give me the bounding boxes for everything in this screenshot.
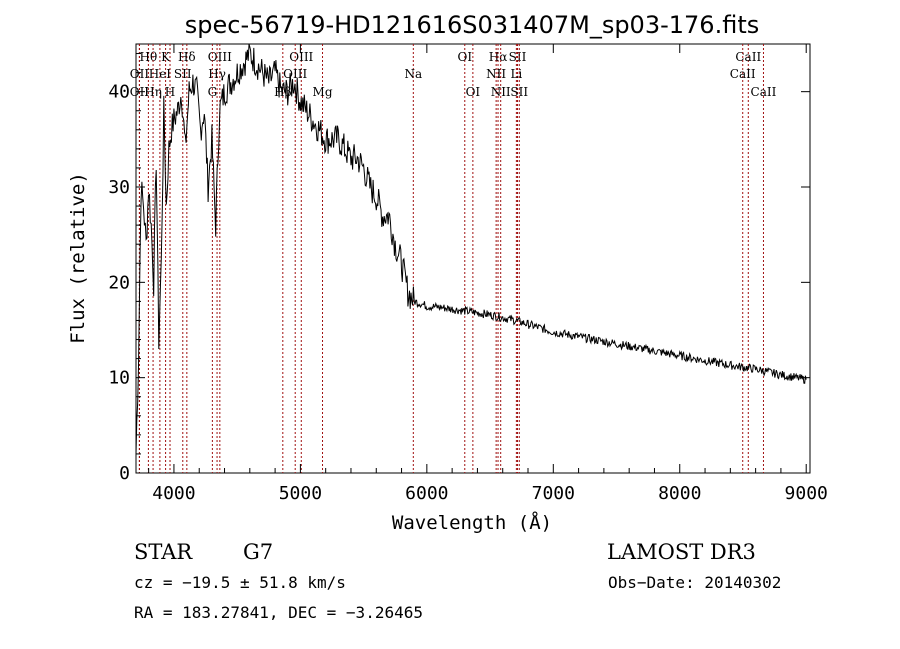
y-axis-label: Flux (relative) [67, 172, 89, 344]
line-marker-label: Hγ [208, 67, 226, 81]
line-marker-label: Hθ [140, 50, 158, 64]
redshift-cz: cz = −19.5 ± 51.8 km/s [134, 573, 346, 592]
line-marker-label: NII [486, 67, 506, 81]
x-tick-label: 9000 [785, 483, 828, 504]
line-marker-label: Na [404, 67, 422, 81]
line-marker-label: H [165, 85, 175, 99]
line-marker-label: CaII [730, 67, 756, 81]
y-tick-label: 40 [108, 82, 130, 103]
line-marker-label: SII [510, 85, 528, 99]
spectrum-line [135, 43, 807, 455]
x-tick-label: 4000 [152, 483, 195, 504]
line-marker-label: OIII [283, 67, 307, 81]
line-marker-label: Mg [313, 85, 333, 99]
line-marker-label: G [208, 85, 218, 99]
coordinates: RA = 183.27841, DEC = −3.26465 [134, 603, 423, 622]
line-marker-label: OIII [289, 50, 313, 64]
line-marker-label: OIII [208, 50, 232, 64]
y-tick-label: 20 [108, 272, 130, 293]
line-marker-label: OI [466, 85, 481, 99]
line-marker-label: Hη [144, 85, 162, 99]
line-marker-label: SII [174, 67, 192, 81]
x-axis-label: Wavelength (Å) [392, 511, 552, 534]
line-marker-label: NII [491, 85, 511, 99]
subclass: G7 [243, 540, 274, 564]
x-tick-label: 7000 [532, 483, 575, 504]
line-marker-label: Hα [489, 50, 508, 64]
x-tick-label: 8000 [658, 483, 701, 504]
y-tick-label: 30 [108, 177, 130, 198]
x-tick-label: 5000 [279, 483, 322, 504]
line-marker-label: OI [457, 50, 472, 64]
chart-title: spec-56719-HD121616S031407M_sp03-176.fit… [185, 11, 759, 39]
spectrum-series [135, 43, 807, 455]
line-marker-label: HeI [149, 67, 172, 81]
x-tick-label: 6000 [405, 483, 448, 504]
survey: LAMOST DR3 [607, 540, 756, 564]
y-tick-label: 0 [119, 463, 130, 484]
line-marker-label: CaII [735, 50, 761, 64]
axis-ticks: 4000 5000 6000 7000 8000 9000 0 10 20 30 40 [108, 44, 828, 504]
object-type: STAR [134, 540, 193, 564]
line-marker-label: CaII [751, 85, 777, 99]
line-marker-label: K [161, 50, 171, 64]
obs-date: Obs−Date: 20140302 [608, 573, 782, 592]
line-marker-label: Li [510, 67, 522, 81]
line-marker-label: Hδ [178, 50, 196, 64]
line-marker-label: SII [509, 50, 527, 64]
y-tick-label: 10 [108, 368, 130, 389]
